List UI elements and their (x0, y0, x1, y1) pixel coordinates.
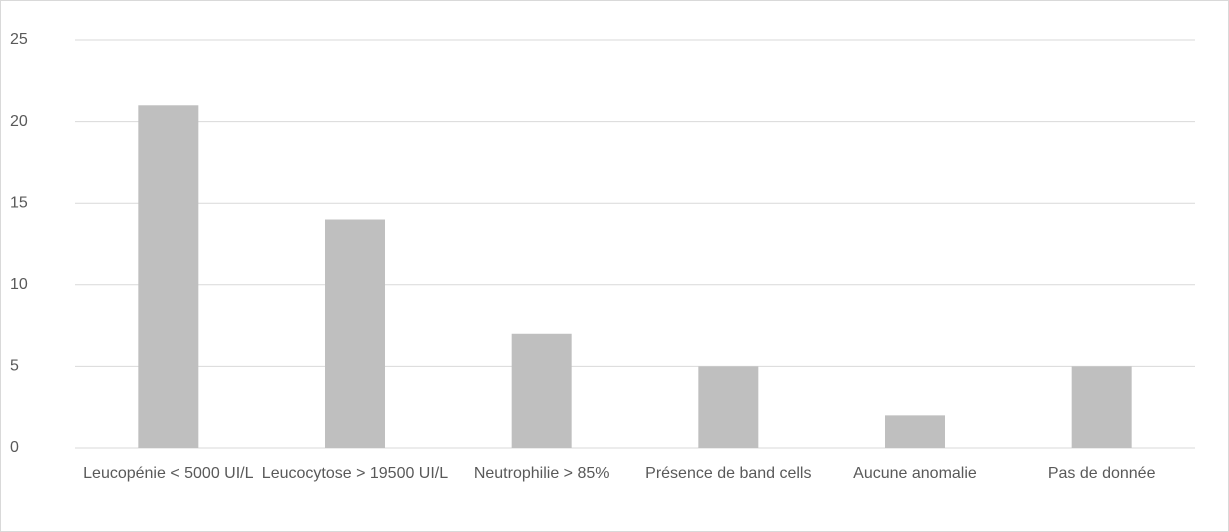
bar (698, 366, 759, 448)
bar (885, 415, 945, 448)
y-tick-label: 15 (10, 194, 28, 211)
bar (138, 105, 199, 448)
y-tick-label: 0 (10, 439, 19, 456)
y-tick-label: 10 (10, 276, 28, 293)
x-tick-label: Aucune anomalie (853, 465, 977, 482)
bar (511, 333, 572, 448)
y-tick-label: 25 (10, 31, 28, 48)
x-tick-label: Pas de donnée (1047, 465, 1156, 482)
x-tick-label: Leucocytose > 19500 UI/L (261, 465, 449, 482)
x-tick-label: Leucopénie < 5000 UI/L (83, 465, 254, 482)
bar (325, 219, 385, 448)
y-tick-label: 20 (10, 113, 28, 130)
y-tick-label: 5 (10, 358, 19, 375)
bar (1071, 366, 1132, 448)
x-tick-label: Neutrophilie > 85% (473, 465, 610, 482)
x-tick-label: Présence de band cells (645, 465, 812, 482)
